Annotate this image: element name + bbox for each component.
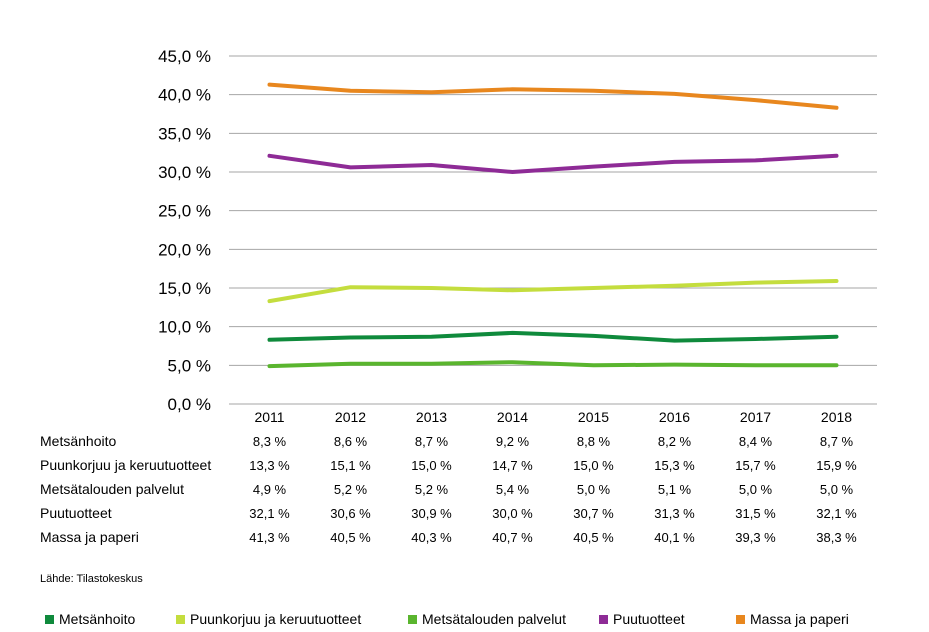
y-tick-label: 20,0 % — [158, 240, 211, 259]
table-cell-value: 8,4 % — [739, 434, 773, 449]
legend-item: Metsänhoito — [45, 611, 135, 627]
legend-item: Puutuotteet — [599, 611, 685, 627]
table-cell-value: 8,2 % — [658, 434, 692, 449]
table-cell-value: 31,3 % — [654, 506, 695, 521]
data-table: Metsänhoito 8,3 % 8,6 % 8,7 % 9,2 % 8,8 % 8,2 … — [40, 433, 857, 545]
table-row-label: Massa ja paperi — [40, 529, 139, 545]
legend-item: Massa ja paperi — [736, 611, 849, 627]
table-cell-value: 30,0 % — [492, 506, 533, 521]
x-tick-label: 2011 — [254, 409, 284, 425]
table-cell-value: 8,6 % — [334, 434, 368, 449]
y-tick-label: 45,0 % — [158, 47, 211, 66]
table-cell-value: 30,6 % — [330, 506, 371, 521]
table-cell-value: 13,3 % — [249, 458, 290, 473]
y-tick-label: 5,0 % — [168, 356, 211, 375]
legend-swatch — [736, 615, 745, 624]
table-cell-value: 5,2 % — [415, 482, 449, 497]
table-cell-value: 8,3 % — [253, 434, 287, 449]
table-cell-value: 30,7 % — [573, 506, 614, 521]
legend-label: Puutuotteet — [613, 611, 685, 627]
series-line — [267, 153, 839, 174]
legend-item: Puunkorjuu ja keruutuotteet — [176, 611, 361, 627]
legend-label: Puunkorjuu ja keruutuotteet — [190, 611, 361, 627]
table-row-label: Puunkorjuu ja keruutuotteet — [40, 457, 211, 473]
table-cell-value: 5,0 % — [820, 482, 854, 497]
legend-label: Metsänhoito — [59, 611, 135, 627]
legend-label: Metsätalouden palvelut — [422, 611, 566, 627]
table-cell-value: 40,3 % — [411, 530, 452, 545]
series-line — [267, 82, 839, 110]
table-cell-value: 5,0 % — [739, 482, 773, 497]
x-tick-label: 2015 — [578, 409, 609, 425]
series-line — [267, 330, 839, 343]
table-cell-value: 32,1 % — [249, 506, 290, 521]
table-cell-value: 5,1 % — [658, 482, 692, 497]
table-cell-value: 8,8 % — [577, 434, 611, 449]
table-cell-value: 15,0 % — [411, 458, 452, 473]
table-cell-value: 8,7 % — [415, 434, 449, 449]
table-cell-value: 39,3 % — [735, 530, 776, 545]
x-axis-tick-labels: 2011 2012 2013 2014 2015 2016 2017 2018 — [254, 409, 852, 425]
y-tick-label: 30,0 % — [158, 163, 211, 182]
table-row-label: Metsätalouden palvelut — [40, 481, 184, 497]
table-cell-value: 15,9 % — [816, 458, 857, 473]
y-axis-tick-labels: 0,0 % 5,0 % 10,0 % 15,0 % 20,0 % 25,0 % 30,0 %… — [158, 47, 211, 414]
table-cell-value: 5,0 % — [577, 482, 611, 497]
table-cell-value: 5,2 % — [334, 482, 368, 497]
table-cell-value: 40,7 % — [492, 530, 533, 545]
legend-swatch — [176, 615, 185, 624]
table-cell-value: 38,3 % — [816, 530, 857, 545]
x-tick-label: 2013 — [416, 409, 447, 425]
legend-label: Massa ja paperi — [750, 611, 849, 627]
series-line — [267, 360, 839, 369]
gridlines — [229, 55, 877, 405]
x-tick-label: 2016 — [659, 409, 690, 425]
table-cell-value: 5,4 % — [496, 482, 530, 497]
table-row-label: Metsänhoito — [40, 433, 116, 449]
table-cell-value: 15,1 % — [330, 458, 371, 473]
source-note: Lähde: Tilastokeskus — [40, 573, 143, 585]
table-cell-value: 31,5 % — [735, 506, 776, 521]
x-tick-label: 2012 — [335, 409, 366, 425]
y-tick-label: 0,0 % — [168, 395, 211, 414]
y-tick-label: 10,0 % — [158, 318, 211, 337]
y-tick-label: 25,0 % — [158, 202, 211, 221]
x-tick-label: 2018 — [821, 409, 852, 425]
series-line — [267, 279, 839, 304]
table-cell-value: 40,1 % — [654, 530, 695, 545]
table-cell-value: 4,9 % — [253, 482, 287, 497]
y-tick-label: 15,0 % — [158, 279, 211, 298]
y-tick-label: 35,0 % — [158, 124, 211, 143]
table-cell-value: 41,3 % — [249, 530, 290, 545]
legend: Metsänhoito Puunkorjuu ja keruutuotteet Me… — [45, 611, 849, 627]
table-cell-value: 15,0 % — [573, 458, 614, 473]
table-cell-value: 40,5 % — [573, 530, 614, 545]
y-tick-label: 40,0 % — [158, 86, 211, 105]
table-cell-value: 32,1 % — [816, 506, 857, 521]
legend-swatch — [599, 615, 608, 624]
x-tick-label: 2014 — [497, 409, 528, 425]
series-lines — [267, 82, 839, 369]
table-cell-value: 15,7 % — [735, 458, 776, 473]
table-cell-value: 14,7 % — [492, 458, 533, 473]
table-cell-value: 9,2 % — [496, 434, 530, 449]
table-row-label: Puutuotteet — [40, 505, 112, 521]
table-cell-value: 15,3 % — [654, 458, 695, 473]
table-cell-value: 40,5 % — [330, 530, 371, 545]
table-cell-value: 30,9 % — [411, 506, 452, 521]
legend-swatch — [408, 615, 417, 624]
table-cell-value: 8,7 % — [820, 434, 854, 449]
x-tick-label: 2017 — [740, 409, 771, 425]
legend-item: Metsätalouden palvelut — [408, 611, 566, 627]
legend-swatch — [45, 615, 54, 624]
